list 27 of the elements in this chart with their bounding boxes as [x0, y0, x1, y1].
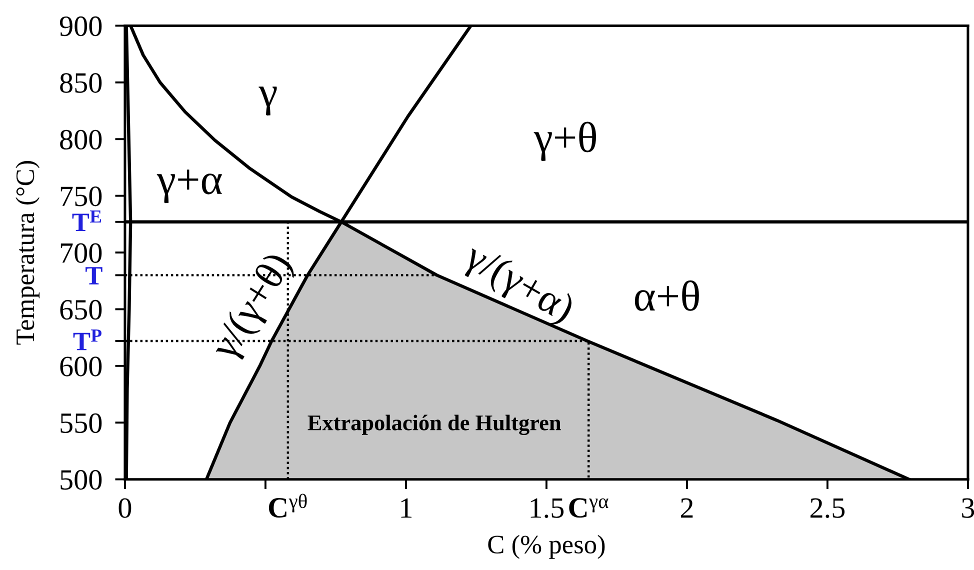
x-tick-label: C$^{γθ}$: [268, 494, 307, 518]
annotation: γ: [258, 86, 277, 116]
y-tick-label: 700: [60, 243, 102, 263]
x-axis-title: C (% peso): [488, 534, 605, 559]
y-tick-label: 500: [60, 470, 102, 490]
annotation: Extrapolación de Hultgren: [308, 414, 561, 436]
y-axis-title: Temperatura (°C): [16, 161, 40, 345]
y-tick-label: 800: [60, 130, 102, 150]
y-tick-label: 900: [60, 16, 102, 36]
y-tick-label: 650: [60, 300, 102, 320]
x-tick-label: C$^{γα}$: [569, 498, 608, 518]
x-tick-label: 0: [118, 498, 132, 518]
x-tick-label: 2: [680, 498, 693, 518]
y-tick-label: 850: [60, 73, 102, 93]
annotation: γ+θ: [534, 122, 596, 162]
y-tick-label: T$^{P}$: [73, 330, 102, 350]
y-tick-label: 750: [60, 186, 102, 206]
x-tick-label: 2.5: [810, 498, 845, 518]
annotation: α+θ: [634, 280, 699, 311]
x-tick-label: 3: [962, 498, 974, 518]
y-tick-label: T: [86, 267, 102, 284]
y-tick-label: 550: [60, 413, 102, 434]
y-tick-label: T$^{E}$: [72, 210, 102, 232]
y-tick-label: 600: [60, 356, 102, 376]
annotation: γ+α: [156, 170, 222, 204]
x-tick-label: 1.5: [530, 498, 564, 518]
x-tick-label: 1: [401, 498, 412, 518]
